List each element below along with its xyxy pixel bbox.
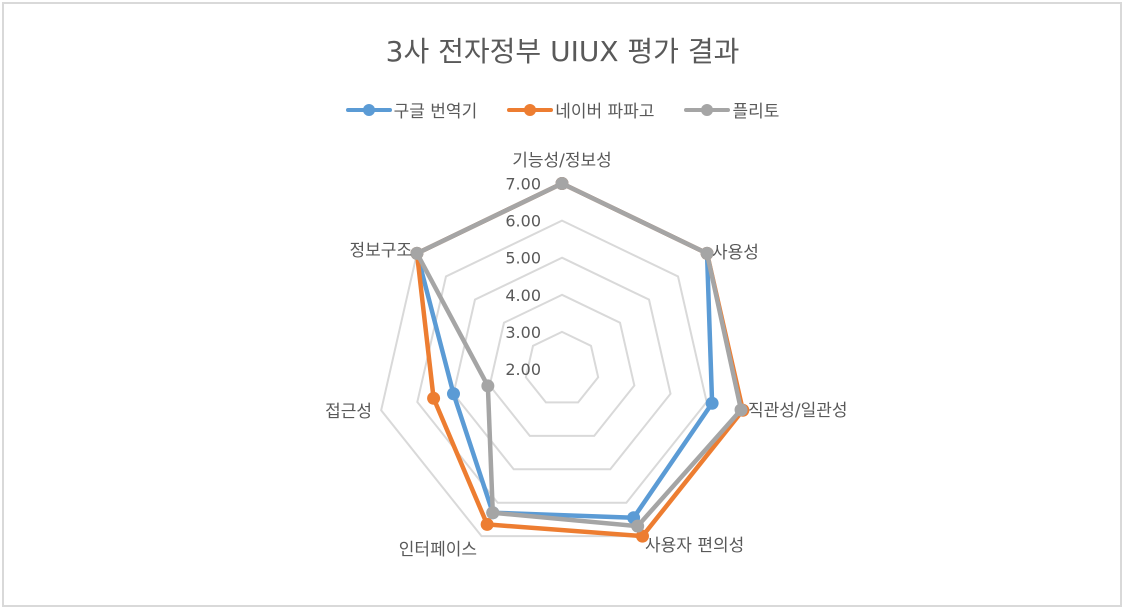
tick-label: 6.00 [505,212,541,231]
data-point-marker[interactable] [555,177,569,190]
legend-label: 구글 번역기 [393,102,478,122]
tick-label: 7.00 [505,175,541,194]
data-point-marker[interactable] [635,529,649,543]
grid-ring [524,330,600,404]
data-point-marker[interactable] [446,387,460,401]
series-line [414,181,744,529]
radar-grid [380,182,744,538]
legend-label: 네이버 파파고 [555,102,655,122]
tick-label: 4.00 [505,286,541,305]
data-point-marker[interactable] [481,379,495,393]
data-point-marker[interactable] [480,517,494,531]
chart-title: 3사 전자정부 UIUX 평가 결과 [385,35,740,68]
tick-label: 5.00 [505,249,541,268]
data-point-marker[interactable] [427,391,441,405]
tick-label: 2.00 [505,360,541,379]
data-point-marker[interactable] [705,396,719,410]
legend-item-papago[interactable]: 네이버 파파고 [507,97,654,122]
data-point-marker[interactable] [700,246,714,260]
legend-marker-icon [345,100,392,120]
grid-ring [488,293,636,437]
axis-label: 사용자 편의성 [645,536,744,556]
data-point-marker[interactable] [734,403,748,417]
series-0[interactable] [410,177,719,525]
series-line [414,181,715,520]
legend-item-flitto[interactable]: 플리토 [684,97,779,122]
axis-label: 접근성 [325,402,372,422]
data-point-marker[interactable] [410,246,424,260]
axis-label: 기능성/정보성 [512,151,612,171]
axis-label: 인터페이스 [399,540,477,560]
legend: 구글 번역기 네이버 파파고 플리토 [0,97,1125,122]
grid-ring [380,182,744,538]
tick-label: 3.00 [505,323,541,342]
legend-marker-icon [507,100,554,120]
legend-marker-icon [684,100,731,120]
radar-series[interactable] [410,177,750,543]
data-point-marker[interactable] [486,506,500,520]
axis-label: 정보구조 [349,241,412,261]
axis-label: 직관성/일관성 [748,401,848,421]
legend-label: 플리토 [732,102,780,122]
grid-ring [452,256,672,471]
series-line [414,181,746,539]
legend-item-google[interactable]: 구글 번역기 [345,97,478,122]
tick-labels: 2.00 3.00 4.00 5.00 6.00 7.00 [505,175,541,380]
data-point-marker[interactable] [631,519,645,533]
axis-label: 사용성 [712,243,759,263]
series-2[interactable] [410,177,748,533]
